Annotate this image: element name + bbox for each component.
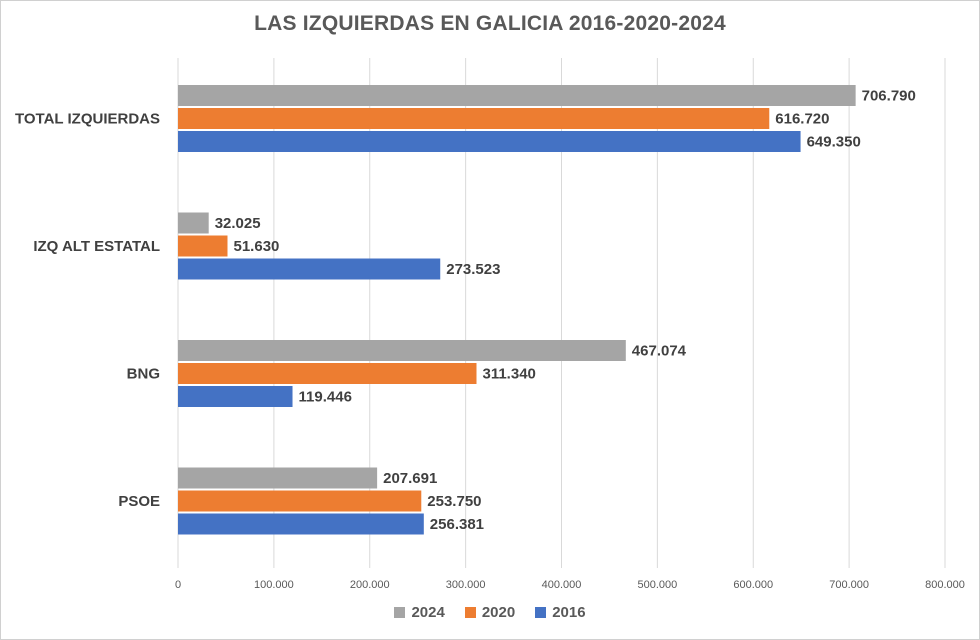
data-label: 649.350 (807, 134, 861, 151)
bar-2016 (178, 386, 293, 407)
legend-swatch-2020 (464, 607, 476, 618)
x-tick-label: 800.000 (925, 579, 965, 591)
category-label: PSOE (118, 493, 160, 510)
bar-2016 (178, 513, 424, 535)
bar-2020 (178, 363, 477, 384)
data-label: 311.340 (482, 366, 535, 383)
data-label: 119.446 (299, 389, 352, 406)
data-label: 616.720 (775, 111, 829, 128)
chart-title: LAS IZQUIERDAS EN GALICIA 2016-2020-2024 (254, 12, 726, 35)
x-tick-label: 100.000 (254, 579, 294, 591)
category-label: BNG (127, 366, 160, 383)
x-tick-label: 500.000 (637, 579, 677, 591)
bar-2020 (178, 108, 770, 129)
legend-item-2020: 2020 (464, 604, 516, 621)
bar-2024 (178, 212, 209, 234)
bar-2016 (178, 258, 441, 280)
data-label: 207.691 (383, 470, 437, 487)
bar-2024 (178, 467, 378, 489)
bar-2024 (178, 340, 626, 361)
data-label: 467.074 (632, 343, 687, 360)
legend-item-2024: 2024 (394, 604, 445, 621)
data-label: 51.630 (234, 238, 280, 255)
legend-swatch-2024 (394, 607, 406, 618)
category-label: TOTAL IZQUIERDAS (15, 111, 160, 128)
legend-label-2020: 2020 (481, 604, 516, 621)
legend: 2024 2020 2016 (0, 604, 980, 621)
legend-label-2024: 2024 (411, 604, 445, 621)
data-label: 273.523 (446, 261, 500, 278)
x-tick-label: 400.000 (542, 579, 582, 591)
data-label: 253.750 (427, 493, 481, 510)
category-label: IZQ ALT ESTATAL (33, 238, 160, 255)
data-label: 706.790 (862, 88, 916, 105)
legend-swatch-2016 (535, 607, 547, 618)
x-tick-label: 300.000 (446, 579, 486, 591)
legend-label-2016: 2016 (552, 604, 586, 621)
data-label: 32.025 (215, 215, 261, 232)
x-tick-label: 200.000 (350, 579, 390, 591)
data-label: 256.381 (430, 516, 484, 533)
bar-2024 (178, 85, 856, 106)
x-tick-label: 0 (175, 579, 181, 591)
bar-2020 (178, 235, 228, 257)
x-tick-label: 600.000 (733, 579, 773, 591)
legend-item-2016: 2016 (535, 604, 586, 621)
bar-2016 (178, 131, 801, 152)
x-tick-label: 700.000 (829, 579, 869, 591)
bar-2020 (178, 490, 422, 512)
